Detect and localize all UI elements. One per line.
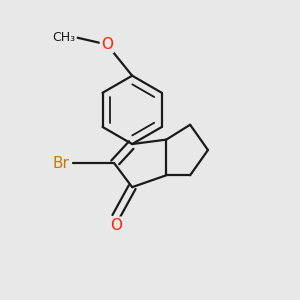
- Text: Br: Br: [53, 156, 70, 171]
- Text: CH₃: CH₃: [52, 31, 76, 44]
- Text: O: O: [110, 218, 122, 233]
- Text: O: O: [101, 37, 113, 52]
